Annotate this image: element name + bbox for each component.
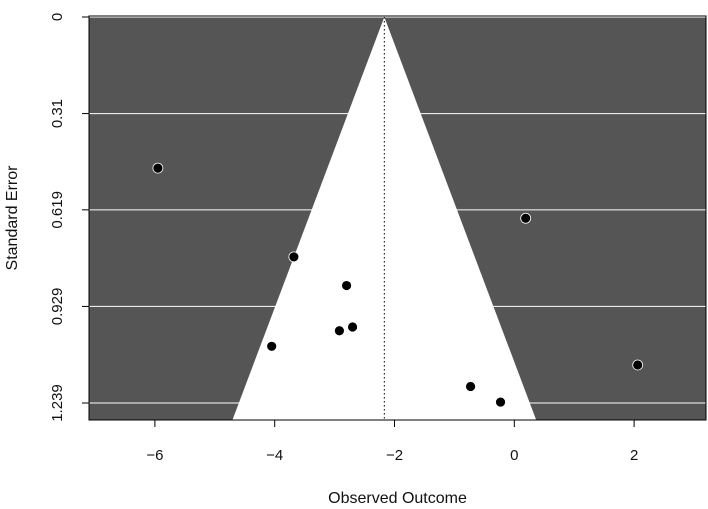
x-tick-label: −2 [386, 447, 403, 464]
plot-frame [88, 15, 707, 421]
data-point [152, 162, 164, 174]
x-axis-title: Observed Outcome [328, 490, 467, 507]
data-point [520, 212, 532, 224]
x-tick-label: 0 [510, 447, 518, 464]
y-axis: 0 0.31 0.619 0.929 1.239 [49, 13, 89, 422]
y-tick-label: 1.239 [49, 384, 66, 422]
data-point [288, 251, 300, 263]
data-point [495, 396, 506, 408]
data-point [341, 280, 352, 291]
data-point [347, 321, 358, 333]
data-point [333, 325, 345, 337]
x-axis: −6 −4 −2 0 2 [146, 420, 638, 464]
y-tick-label: 0.929 [49, 288, 66, 326]
x-tick-label: 2 [630, 447, 638, 464]
plot-panel [88, 15, 707, 421]
y-axis-title: Standard Error [4, 165, 21, 271]
data-point [266, 340, 278, 352]
data-point [632, 359, 644, 371]
y-tick-label: 0.31 [49, 99, 66, 128]
data-points [152, 162, 644, 408]
x-tick-label: −6 [146, 447, 163, 464]
y-tick-label: 0.619 [49, 191, 66, 229]
x-tick-label: −4 [266, 447, 283, 464]
data-point [465, 381, 476, 392]
y-tick-label: 0 [49, 13, 66, 21]
